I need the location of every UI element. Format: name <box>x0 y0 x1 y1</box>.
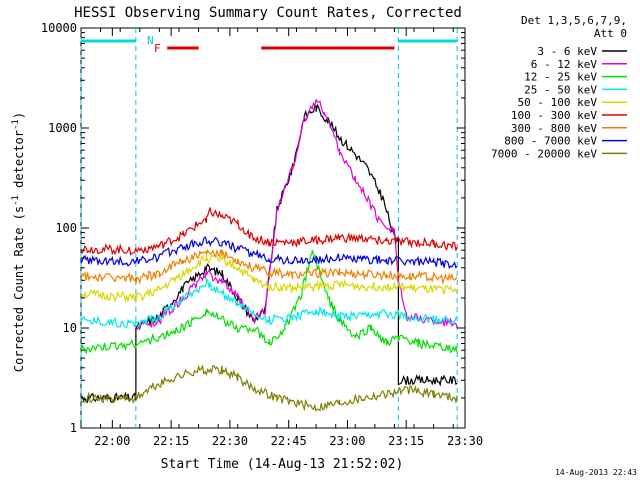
x-tick-label: 23:30 <box>447 434 483 448</box>
legend-label: 300 - 800 keV <box>511 122 597 135</box>
series-line-6 <box>80 207 458 256</box>
y-tick-label: 10 <box>63 321 77 335</box>
legend-label: 25 - 50 keV <box>524 83 597 96</box>
timestamp: 14-Aug-2013 22:43 <box>555 468 637 477</box>
night-markers <box>80 28 458 428</box>
y-axis-label: Corrected Count Rate (s-1 detector-1) <box>11 112 26 372</box>
series-line-2 <box>135 99 458 330</box>
x-tick-label: 22:00 <box>94 434 130 448</box>
legend-header-2: Att 0 <box>594 27 627 40</box>
legend-label: 12 - 25 keV <box>524 71 597 84</box>
chart-title: HESSI Observing Summary Count Rates, Cor… <box>74 5 462 21</box>
legend-label: 800 - 7000 keV <box>504 135 597 148</box>
series-line-1 <box>80 103 458 404</box>
legend-label: 100 - 300 keV <box>511 109 597 122</box>
series-lines <box>80 99 458 412</box>
night-label: N <box>147 34 154 47</box>
legend-label: 50 - 100 keV <box>518 96 598 109</box>
series-line-9 <box>80 364 458 412</box>
x-tick-label: 22:15 <box>153 434 189 448</box>
x-tick-label: 23:00 <box>329 434 365 448</box>
legend-label: 7000 - 20000 keV <box>491 147 597 160</box>
legend-label: 6 - 12 keV <box>531 58 598 71</box>
x-axis-label: Start Time (14-Aug-13 21:52:02) <box>161 457 404 472</box>
series-line-3 <box>80 249 458 355</box>
x-tick-label: 23:15 <box>388 434 424 448</box>
x-tick-label: 22:45 <box>271 434 307 448</box>
legend-label: 3 - 6 keV <box>537 45 597 58</box>
y-tick-label: 10000 <box>41 21 77 35</box>
y-axis-ticks: 1 10 100 1000 10000 <box>41 21 465 435</box>
y-tick-label: 1 <box>70 421 77 435</box>
x-tick-label: 22:30 <box>212 434 248 448</box>
x-axis-ticks: 22:00 22:15 22:30 22:45 23:00 23:15 23:30 <box>80 28 483 448</box>
y-tick-label: 1000 <box>48 121 77 135</box>
y-tick-label: 100 <box>55 221 77 235</box>
series-line-7 <box>80 248 458 285</box>
legend-header-1: Det 1,3,5,6,7,9, <box>521 14 627 27</box>
series-line-4 <box>80 277 458 328</box>
plot-frame <box>80 27 466 429</box>
series-line-8 <box>80 236 458 270</box>
flare-label: F <box>154 42 161 55</box>
series-line-5 <box>80 253 458 304</box>
